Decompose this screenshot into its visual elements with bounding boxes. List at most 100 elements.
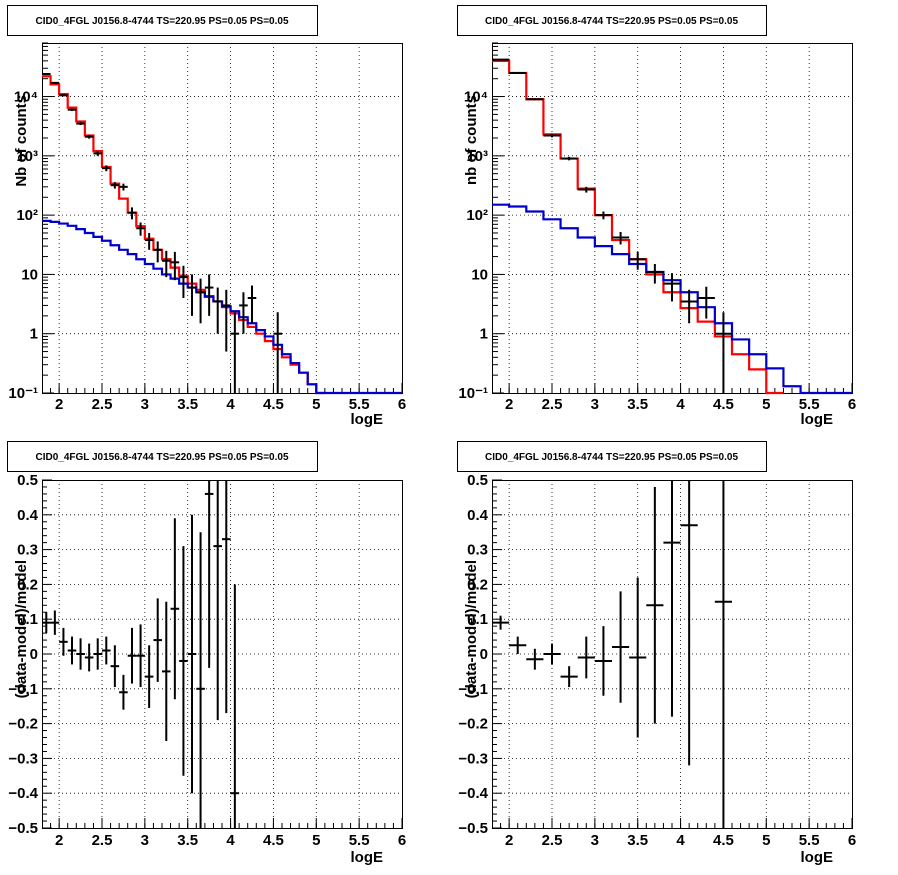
x-axis-label: logE [351, 849, 384, 866]
grid [492, 43, 852, 393]
residual-points [492, 480, 732, 828]
panel-title: CID0_4FGL J0156.8-4744 TS=220.95 PS=0.05… [35, 16, 288, 27]
x-tick-label: 5.5 [799, 832, 820, 849]
y-tick-label: 0.1 [467, 611, 488, 628]
x-tick-label: 4 [226, 396, 235, 413]
y-tick-label: 10² [466, 207, 488, 224]
y-tick-label: 10 [21, 266, 38, 283]
data-point [230, 312, 240, 393]
x-tick-label: 2 [505, 832, 513, 849]
panel-title-box: CID0_4FGL J0156.8-4744 TS=220.95 PS=0.05… [7, 5, 318, 36]
data-point [144, 232, 154, 250]
panel-title-box: CID0_4FGL J0156.8-4744 TS=220.95 PS=0.05… [457, 5, 767, 36]
data-point [629, 251, 647, 270]
grid [42, 43, 402, 393]
y-tick-label: −0.5 [8, 820, 38, 837]
x-tick-label: 2.5 [92, 396, 113, 413]
data-point [526, 98, 544, 101]
data-point [612, 231, 630, 245]
background-model-histogram [492, 203, 852, 395]
x-tick-label: 4.5 [263, 832, 284, 849]
data-point [127, 207, 137, 220]
y-tick-label: 0.4 [17, 507, 39, 524]
data-point [222, 289, 231, 352]
panel-title: CID0_4FGL J0156.8-4744 TS=220.95 PS=0.05… [35, 452, 288, 463]
residual-point [187, 514, 197, 794]
residual-point [594, 626, 612, 696]
y-axis-label: nb of counts [463, 95, 480, 185]
y-tick-label: −0.1 [8, 681, 38, 698]
panel-title-box: CID0_4FGL J0156.8-4744 TS=220.95 PS=0.05… [7, 441, 318, 472]
y-tick-label: 10³ [466, 148, 488, 165]
grid [42, 480, 402, 828]
y-tick-label: 0.5 [17, 472, 38, 489]
residual-point [50, 610, 60, 635]
y-tick-label: 0.2 [467, 576, 488, 593]
data-point [76, 122, 85, 126]
x-axis-label: logE [801, 849, 834, 866]
y-tick-label: 0.5 [467, 472, 488, 489]
y-tick-label: −0.2 [458, 716, 488, 733]
y-tick-label: 1 [480, 326, 488, 343]
y-tick-label: 1 [30, 326, 38, 343]
x-tick-label: 2.5 [542, 832, 563, 849]
x-tick-label: 4.5 [263, 396, 284, 413]
x-tick-label: 2 [505, 396, 513, 413]
x-tick-label: 6 [398, 832, 406, 849]
residual-point [526, 648, 544, 670]
residual-point [714, 480, 732, 828]
data-point [239, 292, 248, 334]
y-tick-label: 0.2 [17, 576, 38, 593]
data-point [170, 251, 180, 281]
residual-point [179, 546, 188, 776]
residual-point [136, 624, 145, 688]
y-axis-label: (data-model)/model [13, 560, 30, 698]
x-axis-label: logE [351, 411, 384, 428]
x-tick-label: 5 [762, 832, 770, 849]
data-point [247, 285, 257, 324]
x-tick-label: 6 [848, 832, 856, 849]
residual-point [213, 480, 222, 721]
background-step-line [492, 203, 852, 395]
x-tick-label: 3.5 [177, 396, 198, 413]
data-point [42, 73, 51, 76]
residual-point [153, 598, 162, 682]
residual-point [230, 584, 240, 828]
residual-point [680, 480, 698, 766]
y-tick-label: 10² [16, 207, 38, 224]
residual-point [204, 480, 214, 668]
x-tick-label: 5 [312, 832, 320, 849]
x-tick-label: 4.5 [713, 396, 734, 413]
x-tick-label: 2.5 [542, 396, 563, 413]
x-tick-label: 3 [591, 396, 599, 413]
residual-point [42, 612, 51, 634]
x-tick-label: 3.5 [627, 396, 648, 413]
residual-point [93, 638, 102, 670]
panel-1: CID0_4FGL J0156.8-4744 TS=220.95 PS=0.05… [7, 5, 406, 428]
data-point [59, 94, 68, 97]
x-tick-label: 3.5 [177, 832, 198, 849]
residual-point [196, 532, 205, 828]
data-point [273, 312, 282, 393]
data-point [492, 58, 510, 61]
x-tick-label: 4 [676, 396, 685, 413]
residual-point [59, 627, 68, 656]
data-point [196, 278, 205, 324]
y-tick-label: 0.3 [17, 542, 38, 559]
residual-point [119, 674, 128, 710]
residual-point [76, 638, 85, 670]
x-axis-label: logE [801, 411, 834, 428]
data-point [560, 156, 578, 161]
x-tick-label: 5.5 [349, 396, 370, 413]
residual-point [127, 627, 137, 684]
data-point [179, 265, 188, 299]
y-tick-label: −0.5 [458, 820, 488, 837]
x-tick-label: 3.5 [627, 832, 648, 849]
panel-3: CID0_4FGL J0156.8-4744 TS=220.95 PS=0.05… [7, 441, 406, 866]
data-point [110, 182, 120, 189]
y-tick-label: −0.3 [458, 750, 488, 767]
data-point [577, 186, 595, 193]
x-tick-label: 6 [848, 396, 856, 413]
y-axis-label: Nb of counts [13, 95, 30, 187]
